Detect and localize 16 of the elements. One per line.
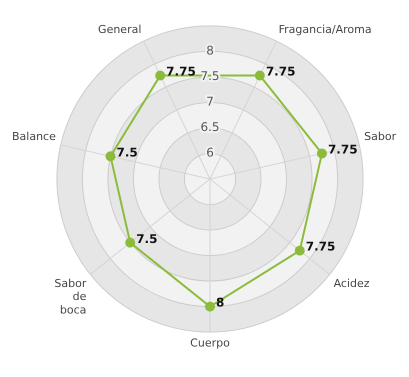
data-label: 7.75 [306, 240, 336, 254]
y-tick-label: 6 [206, 146, 214, 160]
data-label: 7.5 [136, 232, 158, 246]
spoke-label: Fragancia/Aroma [278, 22, 372, 36]
data-label: 7.75 [266, 64, 296, 79]
data-label: 7.75 [328, 142, 358, 157]
spoke-label: Sabor de boca [54, 277, 87, 316]
y-tick-label: 6.5 [200, 120, 220, 134]
y-tick-label: 7 [206, 94, 214, 109]
y-tick-label: 8 [206, 44, 214, 58]
spoke-label: Sabor [364, 130, 397, 144]
spoke-label: General [98, 22, 142, 36]
spoke-label: Acidez [334, 277, 370, 290]
data-label: 7.5 [116, 145, 138, 160]
spoke-label: Balance [12, 130, 56, 144]
spoke-label: Cuerpo [190, 336, 230, 350]
